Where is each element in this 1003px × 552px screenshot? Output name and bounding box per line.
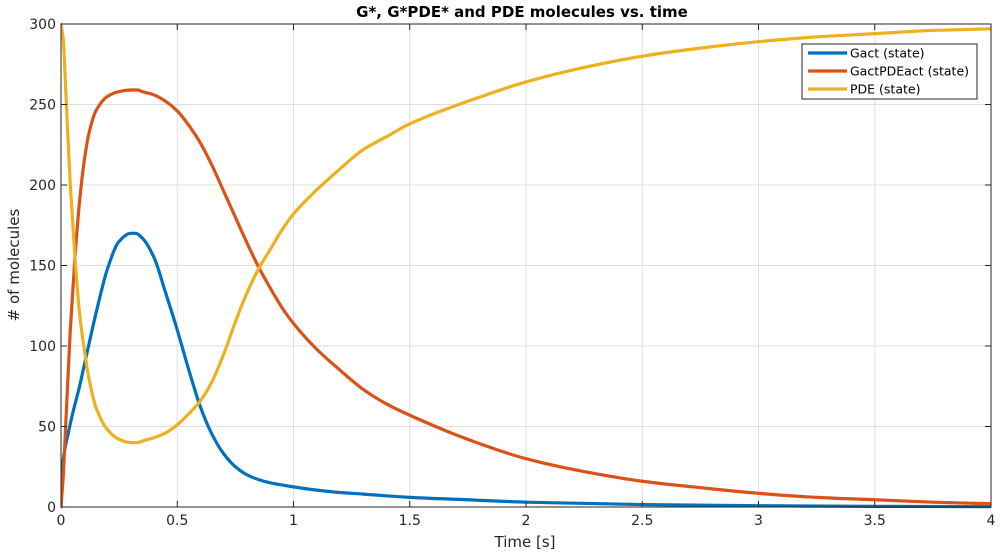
legend-label: PDE (state) bbox=[850, 82, 920, 97]
y-tick-label: 250 bbox=[29, 98, 56, 114]
y-tick-label: 0 bbox=[47, 500, 56, 516]
x-axis-label: Time [s] bbox=[494, 533, 556, 551]
y-tick-label: 300 bbox=[29, 17, 56, 33]
x-axis-ticks: 0 0.5 1 1.5 2 2.5 3 3.5 4 bbox=[57, 24, 996, 529]
legend: Gact (state) GactPDEact (state) PDE (state… bbox=[801, 43, 978, 100]
y-tick-label: 200 bbox=[29, 178, 56, 194]
series-line-gact-state bbox=[61, 231, 991, 509]
y-tick-label: 150 bbox=[29, 259, 56, 275]
x-tick-label: 2 bbox=[522, 513, 531, 529]
y-axis-ticks: 0 50 100 150 200 250 300 bbox=[29, 17, 991, 516]
x-tick-label: 2.5 bbox=[631, 513, 653, 529]
y-tick-label: 100 bbox=[29, 339, 56, 355]
chart-title: G*, G*PDE* and PDE molecules vs. time bbox=[356, 3, 688, 21]
x-tick-label: 1 bbox=[289, 513, 298, 529]
y-tick-label: 50 bbox=[38, 420, 56, 436]
legend-item: GactPDEact (state) bbox=[808, 64, 969, 79]
legend-label: GactPDEact (state) bbox=[850, 64, 969, 79]
y-axis-label: # of molecules bbox=[5, 208, 23, 321]
x-tick-label: 0.5 bbox=[166, 513, 188, 529]
x-tick-label: 4 bbox=[987, 513, 996, 529]
series-layer bbox=[61, 22, 991, 509]
series-line-pde-state bbox=[61, 22, 991, 445]
legend-item: PDE (state) bbox=[808, 82, 920, 97]
x-tick-label: 1.5 bbox=[399, 513, 421, 529]
x-tick-label: 0 bbox=[57, 513, 66, 529]
legend-item: Gact (state) bbox=[808, 46, 925, 61]
x-tick-label: 3.5 bbox=[864, 513, 886, 529]
series-line-gactpdeact-state bbox=[61, 88, 991, 509]
x-tick-label: 3 bbox=[754, 513, 763, 529]
legend-label: Gact (state) bbox=[850, 46, 925, 61]
